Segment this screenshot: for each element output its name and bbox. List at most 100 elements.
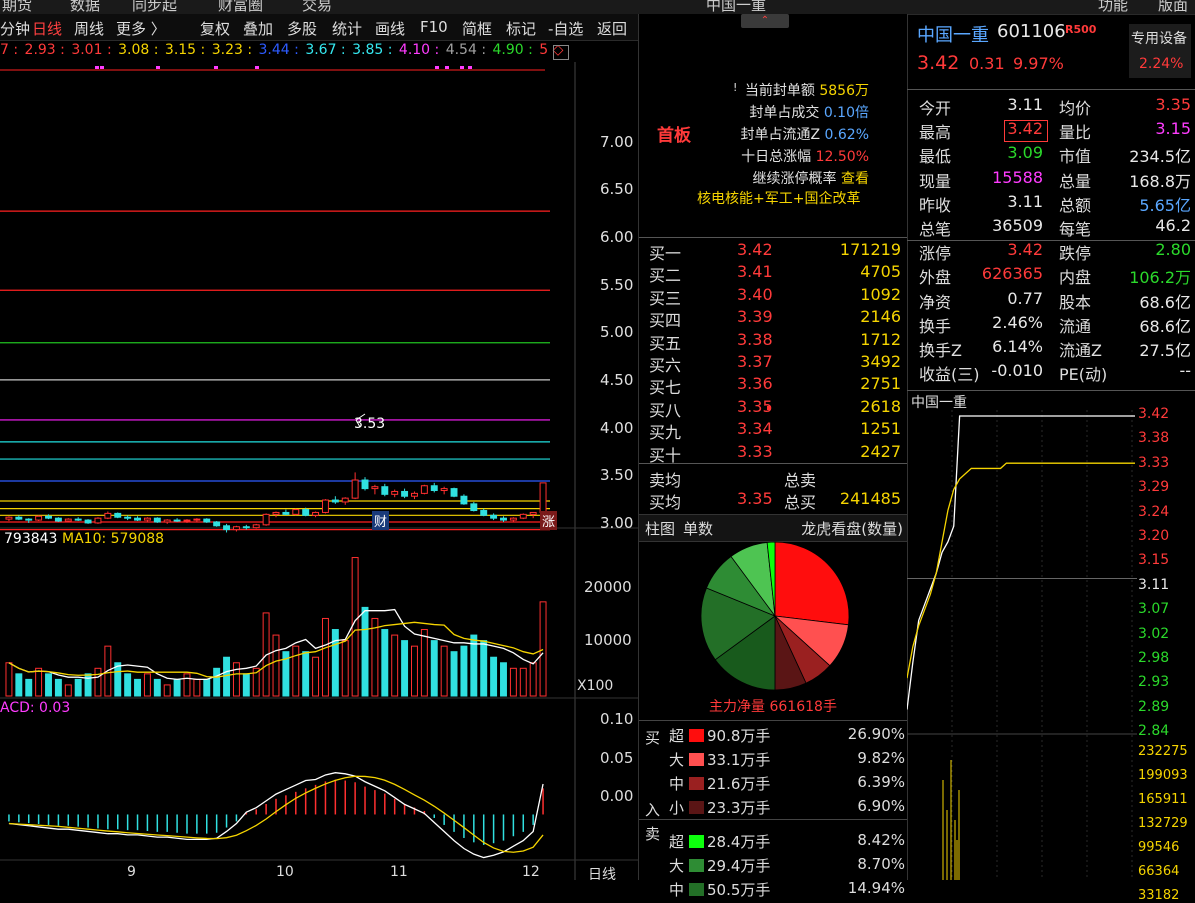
orderbook-row[interactable]: 买九 3.34 1251 <box>649 419 901 442</box>
candle <box>321 499 329 513</box>
menu-data[interactable]: 数据 <box>70 0 101 14</box>
quote-value: 5.65亿 <box>1139 195 1191 215</box>
seal-label: 封单占成交 <box>749 105 820 121</box>
intraday-price-line <box>907 415 1135 710</box>
dragon-tiger-title[interactable]: 龙虎看盘(数量) <box>801 520 903 538</box>
period-label[interactable]: 日线 <box>588 867 616 883</box>
stock-name: 中国一重 <box>917 25 989 46</box>
quote-key: 最高 <box>919 123 952 143</box>
volume-bar <box>480 640 488 697</box>
orderbook-row[interactable]: 买十 3.33 2427 <box>649 441 901 465</box>
quote-value: -0.010 <box>991 361 1043 381</box>
mark-button[interactable]: 标记 <box>506 20 537 38</box>
orderbook-row[interactable]: 买五 3.38 1712 <box>649 329 901 353</box>
volume-bar <box>381 629 389 697</box>
orderbook-row[interactable]: 买一 3.42 171219 <box>649 240 901 263</box>
price-change: 0.31 <box>969 54 1005 73</box>
f10-button[interactable]: F10 <box>420 18 448 36</box>
back-button[interactable]: 返回 <box>597 20 628 38</box>
quote-value: 15588 <box>992 167 1043 187</box>
limit-up-event-tag[interactable]: 涨 <box>540 511 558 530</box>
menu-futures[interactable]: 期货 <box>2 0 33 14</box>
orderbook-row[interactable]: 买四 3.39 2146 <box>649 307 901 330</box>
quote-key: 总量 <box>1059 171 1092 191</box>
quote-value: 3.11 <box>1007 191 1043 211</box>
tab-daily[interactable]: 日线 <box>32 20 63 38</box>
multi-stock-button[interactable]: 多股 <box>287 20 318 38</box>
orderbook-row[interactable]: 买七 3.36 2751 <box>649 374 901 398</box>
flow-pct: 6.90% <box>857 797 905 815</box>
level-label: 买七 <box>649 378 682 398</box>
signal-dot <box>445 66 449 69</box>
volume-ma10-line <box>8 621 544 678</box>
quote-key: 股本 <box>1059 292 1092 312</box>
draw-line-button[interactable]: 画线 <box>375 20 406 38</box>
volume-axis-20000: 20000 <box>584 578 632 596</box>
tab-minute[interactable]: 分钟 <box>0 20 31 38</box>
level-volume: 1092 <box>860 284 901 304</box>
candle <box>94 517 102 524</box>
orderbook-row[interactable]: 买八 3.35 2618 <box>649 397 901 420</box>
simple-frame-button[interactable]: 简框 <box>462 20 493 38</box>
seal-value[interactable]: 查看 <box>841 171 869 187</box>
capital-flow-row: 大 33.1万手 9.82% <box>649 749 905 773</box>
divider <box>639 237 907 238</box>
orderbook-row[interactable]: 买二 3.41 4705 <box>649 262 901 285</box>
price-axis-label: 3.50 <box>600 466 634 485</box>
overlay-button[interactable]: 叠加 <box>243 20 274 38</box>
capital-flow-row: 小 23.3万手 6.90% <box>649 797 905 821</box>
flow-pct: 26.90% <box>847 725 905 743</box>
candle <box>262 513 270 526</box>
orderbook-row[interactable]: 买三 3.40 1092 <box>649 284 901 308</box>
level-volume: 1712 <box>860 329 901 349</box>
time-axis-10: 10 <box>276 864 294 880</box>
flow-pct: 6.39% <box>857 773 905 791</box>
remove-watchlist-button[interactable]: -自选 <box>548 20 584 38</box>
orderbook-row[interactable]: 买六 3.37 3492 <box>649 352 901 375</box>
ma-value-1: 2.93 : <box>24 42 70 58</box>
flow-amount: 50.5万手 <box>707 881 771 899</box>
flow-color-swatch <box>689 883 704 896</box>
collapse-up-icon[interactable]: ⌃ <box>741 14 789 28</box>
concept-tags[interactable]: 核电核能+军工+国企改革 <box>697 191 861 207</box>
restore-rights-button[interactable]: 复权 <box>200 20 231 38</box>
ma-value-3: 3.08 : <box>118 42 163 58</box>
quote-key: 市值 <box>1059 147 1092 167</box>
level-price: 3.33 <box>737 441 773 461</box>
quote-key: 换手Z <box>919 341 962 360</box>
volume-bar <box>282 651 290 697</box>
tab-bar-chart[interactable]: 柱图 <box>645 520 676 538</box>
menu-function[interactable]: 功能 <box>1098 0 1129 14</box>
level-label: 买一 <box>649 244 682 263</box>
candle <box>213 521 221 527</box>
statistics-button[interactable]: 统计 <box>332 20 363 38</box>
buy-total-value: 241485 <box>839 489 901 508</box>
candle <box>124 516 132 519</box>
signal-dot <box>468 66 472 69</box>
quote-key: 流通Z <box>1059 341 1102 360</box>
price-axis-label: 5.00 <box>600 323 634 342</box>
menu-wealth[interactable]: 财富圈 <box>218 0 264 14</box>
volume-bar <box>331 629 339 697</box>
finance-event-tag[interactable]: 财 <box>372 511 390 530</box>
pie-slice <box>766 541 776 617</box>
volume-bar <box>341 640 349 697</box>
sector-button[interactable]: 专用设备 2.24% <box>1129 24 1191 78</box>
menu-layout[interactable]: 版面 <box>1158 0 1189 14</box>
menu-sync[interactable]: 同步起 <box>132 0 178 14</box>
price-axis-label: 6.00 <box>600 227 634 246</box>
panel-toggle-icon[interactable] <box>553 45 569 60</box>
tab-order-count[interactable]: 单数 <box>683 520 714 538</box>
candle <box>460 495 468 505</box>
pie-slice <box>714 615 776 691</box>
quote-value: 36509 <box>992 216 1043 235</box>
menu-trade[interactable]: 交易 <box>302 0 333 14</box>
quote-value: 626365 <box>981 264 1043 284</box>
tab-weekly[interactable]: 周线 <box>74 20 105 38</box>
intraday-volume-label: 232275 <box>1138 744 1188 759</box>
tab-more[interactable]: 更多 〉 <box>116 20 166 38</box>
volume-unit: X100 <box>577 678 614 694</box>
buy-side-label: 买 <box>645 729 661 747</box>
flow-size: 中 <box>669 775 685 793</box>
seal-value: 12.50% <box>815 149 869 165</box>
